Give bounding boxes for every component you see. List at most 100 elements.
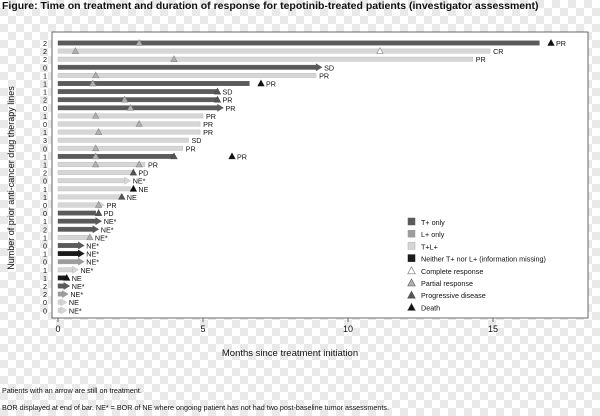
prior-lines-label: 0 <box>43 209 47 218</box>
patient-row: 0 SD <box>43 63 334 72</box>
bor-label: PD <box>104 209 114 218</box>
chart-bars: 2 PR2 CR2 PR0 SD1 PR1 PR1 SD2 PR0 PR1 PR0 PR1 PR3 SD0… <box>43 39 566 315</box>
prior-lines-label: 1 <box>43 88 47 97</box>
ongoing-arrow <box>92 225 100 234</box>
patient-row: 1 PR <box>43 112 216 121</box>
bor-label: PR <box>203 128 213 137</box>
patient-row: 3 SD <box>43 136 202 145</box>
x-axis-label: Months since treatment initiation <box>222 348 358 359</box>
bor-label: PR <box>186 144 196 153</box>
patient-row: 1 NE* <box>43 250 99 259</box>
patient-row: 2 PD <box>43 169 148 178</box>
patient-row: 1 PR <box>43 80 276 89</box>
pd-marker <box>213 95 222 103</box>
ongoing-arrow <box>60 298 68 307</box>
bor-label: SD <box>192 136 202 145</box>
pd-marker <box>94 209 103 216</box>
prior-lines-label: 2 <box>43 55 47 64</box>
patient-row: 0 NE* <box>43 306 82 315</box>
treatment-bar <box>57 267 73 273</box>
legend-item: Neither T+ nor L+ (information missing) <box>407 254 546 264</box>
prior-lines-label: 1 <box>43 250 47 259</box>
x-tick-label-3: 15 <box>488 324 498 334</box>
bor-label: NE <box>127 193 137 202</box>
pr-marker <box>92 144 100 152</box>
pr-marker <box>94 201 103 208</box>
treatment-bar <box>57 170 134 175</box>
ongoing-arrow <box>124 176 132 185</box>
prior-lines-label: 0 <box>43 120 47 129</box>
treatment-bar <box>57 186 131 192</box>
legend-swatch <box>407 242 416 250</box>
prior-lines-label: 3 <box>43 136 47 145</box>
legend-swatch <box>407 217 416 226</box>
death-marker <box>228 152 236 160</box>
death-marker <box>129 184 138 192</box>
treatment-bar <box>57 121 201 127</box>
patient-row: 1 SD <box>43 88 233 97</box>
pr-marker <box>121 95 129 103</box>
treatment-bar <box>57 153 175 159</box>
prior-lines-label: 1 <box>43 217 47 226</box>
legend-item: T+L+ <box>407 242 438 251</box>
patient-row: 0 PR <box>43 120 213 129</box>
bor-label: NE* <box>72 282 85 291</box>
treatment-bar <box>57 162 146 167</box>
bor-label: PR <box>237 152 247 161</box>
prior-lines-label: 2 <box>43 39 47 48</box>
legend-item: L+ only <box>407 229 445 239</box>
prior-lines-label: 0 <box>43 144 47 153</box>
bor-label: PR <box>226 104 236 113</box>
prior-lines-label: 0 <box>43 298 47 307</box>
legend-label: Neither T+ nor L+ (information missing) <box>421 255 546 264</box>
ongoing-arrow <box>72 265 79 274</box>
pr-marker <box>89 79 97 87</box>
patient-row: 0 PD <box>43 209 114 218</box>
legend-label: Death <box>421 303 440 312</box>
pd-marker <box>213 87 222 95</box>
patient-row: 0 NE <box>43 298 79 307</box>
patient-row: 1 PR <box>43 71 329 80</box>
legend-marker <box>407 302 416 311</box>
treatment-bar <box>57 48 491 54</box>
bor-label: NE <box>138 185 148 194</box>
treatment-bar <box>57 234 91 240</box>
bor-label: NE* <box>95 233 108 242</box>
bor-label: NE* <box>70 290 83 299</box>
bor-label: PR <box>476 55 486 64</box>
death-marker <box>63 273 71 281</box>
figure-title: Figure: Time on treatment and duration o… <box>2 0 539 12</box>
pr-marker <box>135 39 143 46</box>
bor-label: PR <box>148 161 158 170</box>
prior-lines-label: 1 <box>43 233 47 242</box>
ongoing-arrow <box>60 306 68 315</box>
patient-row: 1 PR <box>43 161 158 170</box>
prior-lines-label: 1 <box>43 193 47 202</box>
prior-lines-label: 0 <box>43 104 47 113</box>
cr-marker <box>376 47 384 54</box>
treatment-bar <box>57 210 96 216</box>
prior-lines-label: 1 <box>43 152 47 161</box>
patient-row: 0 NE* <box>43 258 99 267</box>
bor-label: PR <box>556 39 566 48</box>
prior-lines-label: 2 <box>43 290 47 299</box>
prior-lines-label: 0 <box>43 242 47 251</box>
ongoing-arrow <box>217 103 224 112</box>
patient-row: 0 PR <box>43 201 117 210</box>
treatment-bar <box>57 97 218 103</box>
treatment-bar <box>57 283 64 289</box>
arrow-note: Patients with an arrow are still on trea… <box>2 386 142 395</box>
patient-row: 2 PR <box>43 39 566 48</box>
bor-label: PR <box>203 120 213 129</box>
pr-marker <box>126 103 135 111</box>
treatment-bar <box>57 56 473 62</box>
patient-row: 2 NE* <box>43 282 85 291</box>
treatment-bar <box>57 40 540 46</box>
prior-lines-label: 0 <box>43 258 47 267</box>
legend-label: Progressive disease <box>421 291 486 300</box>
prior-lines-label: 1 <box>43 274 47 283</box>
treatment-bar <box>57 137 189 143</box>
legend-item: Death <box>407 302 440 312</box>
bor-label: NE <box>69 298 79 307</box>
